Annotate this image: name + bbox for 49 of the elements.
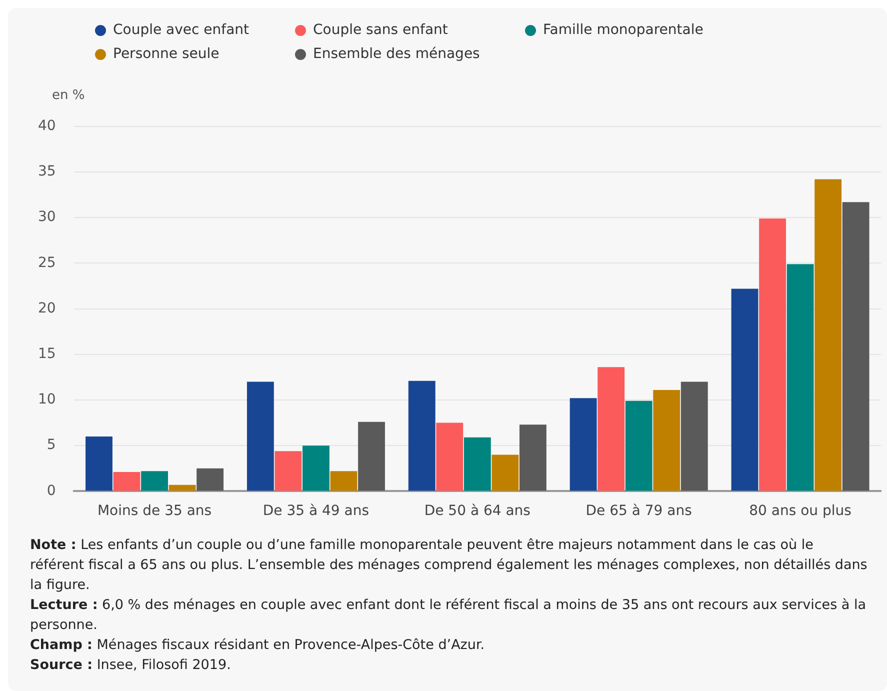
- x-tick-label: De 65 à 79 ans: [586, 503, 692, 520]
- bar: [330, 471, 358, 491]
- y-tick-label: 15: [38, 346, 56, 362]
- x-tick-label: 80 ans ou plus: [749, 503, 852, 520]
- text: Lecture : 6,0 % des ménages en couple avec enfant dont le référent fiscal a moins de 35 ans ont recours aux services à la personne.: [30, 596, 867, 635]
- bar: [598, 367, 625, 491]
- legend-label: Couple avec enfant: [113, 22, 250, 38]
- bar: [196, 468, 224, 491]
- bar: [113, 472, 140, 491]
- bar: [519, 424, 546, 491]
- bar: [464, 437, 491, 491]
- legend-label: Couple sans enfant: [313, 22, 448, 38]
- bar: [141, 471, 168, 491]
- x-tick-label: Moins de 35 ans: [97, 503, 212, 520]
- y-tick-label: 20: [38, 300, 56, 316]
- bar: [168, 484, 196, 491]
- text: Champ : Ménages fiscaux résidant en Provence-Alpes-Côte d’Azur.: [30, 636, 486, 655]
- legend-label: Ensemble des ménages: [313, 46, 480, 62]
- bar: [814, 179, 842, 491]
- y-tick-label: 40: [38, 118, 56, 134]
- y-tick-label: 35: [38, 164, 56, 180]
- legend-label: Famille monoparentale: [543, 22, 704, 38]
- y-tick-label: 0: [46, 482, 56, 499]
- y-tick-label: 10: [38, 392, 56, 408]
- text: Note : Les enfants d’un couple ou d’une famille monoparentale peuvent être majeurs notamment dans le cas où le référent fiscal a 65 ans ou plus. L’ensemble des ménages comprend également les ménages complexes, non détaillés dans la figure.: [30, 536, 868, 595]
- bar: [842, 202, 870, 491]
- y-tick-label: 30: [38, 209, 56, 226]
- bar: [408, 380, 436, 491]
- bar: [570, 398, 597, 491]
- source-note: Source : Insee, Filosofi 2019.: [30, 656, 232, 675]
- bar: [653, 390, 680, 491]
- bar: [246, 382, 274, 491]
- bar: [680, 382, 708, 491]
- x-tick-label: De 50 à 64 ans: [424, 503, 530, 520]
- bar: [274, 451, 302, 491]
- bar: [759, 218, 786, 491]
- bar: [302, 446, 330, 491]
- y-tick-label: 25: [38, 254, 56, 271]
- bar: [86, 436, 112, 491]
- y-axis-title: en %: [52, 88, 85, 103]
- bar: [786, 264, 814, 491]
- bar: [358, 422, 385, 491]
- bar: [625, 400, 652, 491]
- bar: [436, 422, 464, 491]
- x-tick-label: De 35 à 49 ans: [262, 503, 370, 520]
- y-tick-label: 5: [46, 437, 56, 454]
- bar: [731, 288, 758, 491]
- legend-label: Personne seule: [113, 46, 220, 62]
- bar: [492, 454, 519, 491]
